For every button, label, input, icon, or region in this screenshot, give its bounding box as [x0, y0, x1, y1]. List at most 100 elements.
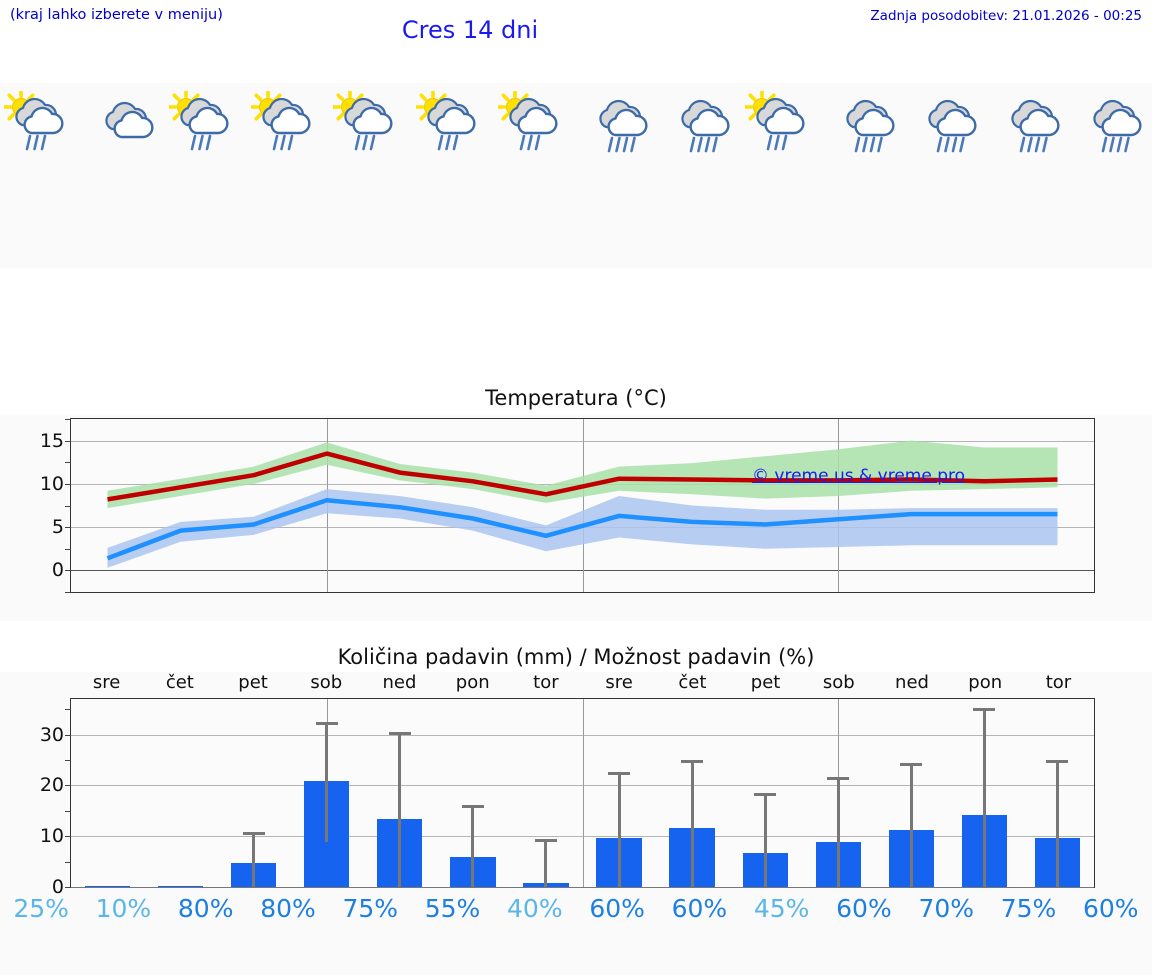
cloud-rain-icon — [928, 99, 977, 153]
precipitation-day-label: pon — [455, 672, 490, 693]
page-header: (kraj lahko izberete v meniju) Cres 14 d… — [0, 0, 1152, 62]
precipitation-bar[interactable] — [84, 885, 131, 887]
sun-cloud-rain-icon — [4, 91, 64, 151]
temperature-chart-section: Temperatura (°C) 0 5 10 15 — [0, 382, 1152, 621]
sun-cloud-rain-icon — [497, 91, 558, 151]
temperature-series-line — [107, 451, 1058, 502]
precipitation-axis-tick — [65, 836, 71, 838]
precipitation-whisker — [617, 772, 621, 887]
weather-icon-wrap — [411, 91, 493, 153]
temperature-y-tick-label: 0 — [51, 559, 64, 582]
precipitation-whisker — [325, 722, 329, 843]
cloud-rain-icon — [1010, 99, 1060, 153]
menu-hint-text: (kraj lahko izberete v meniju) — [10, 7, 223, 23]
weather-icon-wrap — [905, 91, 987, 153]
precipitation-day-label: sre — [92, 672, 121, 693]
precipitation-axis-tick — [65, 759, 71, 761]
precipitation-chance-label: 75% — [1000, 894, 1057, 923]
daily-forecast-strip — [0, 83, 1152, 268]
weather-icon-wrap — [494, 91, 576, 153]
precipitation-axis-tick — [65, 709, 71, 711]
precipitation-whisker-cap — [461, 805, 484, 809]
forecast-day-column[interactable] — [741, 83, 823, 268]
cloud-rain-icon — [599, 99, 648, 153]
precipitation-day-label: sob — [822, 672, 855, 693]
precipitation-y-tick-label: 10 — [39, 825, 64, 848]
precipitation-whisker-cap — [608, 772, 631, 776]
precipitation-whisker — [836, 776, 840, 887]
forecast-day-column[interactable] — [1070, 83, 1152, 268]
precipitation-chance-label: 40% — [507, 894, 563, 923]
forecast-day-column[interactable] — [329, 83, 411, 268]
precipitation-day-label: tor — [1045, 672, 1072, 693]
temperature-axis-tick — [65, 440, 71, 442]
forecast-day-column[interactable] — [0, 83, 82, 268]
precipitation-day-label: tor — [533, 672, 559, 693]
precipitation-chance-label: 75% — [342, 894, 399, 923]
sun-cloud-rain-icon — [168, 91, 229, 151]
precipitation-y-tick-label: 20 — [39, 774, 64, 797]
cloud-rain-icon — [846, 99, 895, 153]
sun-cloud-rain-icon — [333, 91, 393, 151]
temperature-axis-tick — [65, 505, 71, 507]
temperature-axis-tick — [65, 462, 71, 464]
forecast-day-column[interactable] — [411, 83, 493, 268]
precipitation-chance-label: 55% — [424, 894, 481, 923]
forecast-day-column[interactable] — [165, 83, 247, 268]
temperature-axis-tick — [65, 592, 71, 593]
sun-cloud-rain-icon — [415, 91, 476, 151]
forecast-day-column[interactable] — [658, 83, 740, 268]
weather-icon-wrap — [329, 91, 411, 153]
temperature-range-band — [107, 489, 1058, 568]
temperature-axis-tick — [65, 548, 71, 550]
precipitation-whisker — [471, 805, 475, 887]
precipitation-chance-label: 80% — [260, 894, 316, 923]
temperature-y-tick-label: 10 — [39, 472, 64, 495]
precipitation-chance-label: 45% — [753, 894, 810, 923]
cloudy-icon — [105, 101, 154, 139]
precipitation-day-label: pet — [750, 672, 781, 693]
temperature-plot-area: 0 5 10 15 — [40, 418, 1095, 593]
forecast-day-column[interactable] — [247, 83, 329, 268]
precipitation-whisker-cap — [681, 760, 704, 764]
weather-icon-wrap — [1070, 91, 1152, 153]
forecast-day-column[interactable] — [494, 83, 576, 268]
precipitation-y-tick-label: 30 — [39, 723, 64, 746]
precipitation-chance-label: 10% — [95, 894, 152, 923]
temperature-series-svg — [106, 440, 1058, 568]
precipitation-axis-tick — [65, 785, 71, 787]
precipitation-bar[interactable] — [157, 885, 204, 887]
temperature-axis-tick — [65, 483, 71, 485]
precipitation-day-label: pet — [238, 672, 268, 693]
precipitation-whisker — [252, 831, 256, 887]
weather-icon-wrap — [0, 91, 82, 153]
forecast-day-column[interactable] — [576, 83, 658, 268]
precipitation-axis-tick — [65, 734, 71, 736]
forecast-day-column[interactable] — [905, 83, 987, 268]
precipitation-gridline — [71, 887, 1094, 888]
precipitation-plot-area: 0 10 20 30 — [40, 698, 1095, 898]
precipitation-whisker-cap — [1046, 759, 1069, 763]
weather-icon-wrap — [165, 91, 247, 153]
precipitation-axis-tick — [65, 861, 71, 863]
precipitation-whisker — [690, 760, 694, 887]
forecast-day-column[interactable] — [987, 83, 1069, 268]
temperature-series-line — [106, 498, 1058, 561]
weather-icon-wrap — [741, 91, 823, 153]
precipitation-day-label: ned — [382, 672, 417, 693]
sun-cloud-rain-icon — [250, 91, 311, 151]
precipitation-axis-tick — [65, 810, 71, 812]
copyright-watermark[interactable]: © vreme.us & vreme.pro — [752, 466, 966, 486]
temperature-vertical-gridline — [582, 419, 584, 592]
precipitation-chance-label: 70% — [918, 894, 975, 923]
precipitation-chance-label: 60% — [589, 894, 645, 923]
forecast-day-column[interactable] — [823, 83, 905, 268]
precipitation-whisker — [544, 839, 548, 887]
precipitation-day-label: sob — [310, 672, 343, 693]
precipitation-chance-row: 25% 10% 80% 80% 75% 55% 40% 60% 60% 45% 60% 70% 75% 6… — [0, 894, 1152, 923]
forecast-day-column[interactable] — [82, 83, 164, 268]
cloud-rain-icon — [681, 99, 730, 153]
precipitation-chance-label: 60% — [671, 894, 728, 923]
temperature-y-tick-label: 5 — [51, 516, 64, 539]
